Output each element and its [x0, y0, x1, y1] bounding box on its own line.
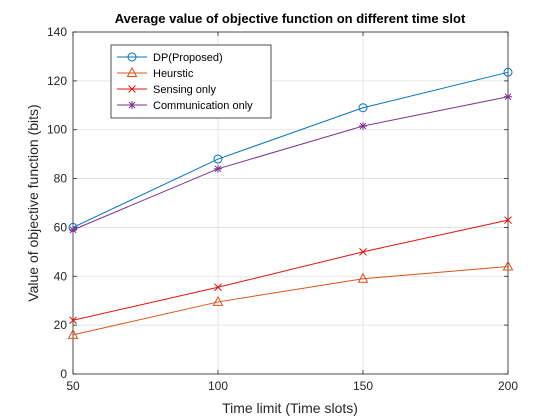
data-point — [359, 122, 367, 131]
y-tick-label: 20 — [54, 318, 68, 332]
star-marker-stroke — [504, 93, 512, 101]
x-tick-label: 150 — [353, 379, 373, 393]
star-marker-stroke — [69, 226, 77, 234]
tick-marks — [72, 31, 509, 375]
legend-marker — [127, 52, 137, 62]
legend-label: Sensing only — [153, 84, 216, 96]
circle-marker-shape — [503, 67, 513, 77]
legend-label: Communication only — [153, 100, 253, 112]
series-line — [72, 71, 509, 228]
x-tick-label: 50 — [66, 379, 80, 393]
y-tick-label: 0 — [60, 367, 67, 381]
triangle-marker-shape — [126, 66, 138, 77]
circle-marker-shape — [127, 52, 137, 62]
data-point — [214, 164, 222, 173]
data-point — [69, 225, 77, 234]
series-2 — [69, 216, 512, 325]
star-marker-stroke — [359, 122, 367, 130]
data-point — [359, 248, 367, 256]
data-point — [504, 216, 512, 224]
data-point — [502, 260, 514, 271]
data-point — [212, 295, 224, 306]
data-point — [358, 103, 368, 113]
y-tick-label: 120 — [47, 74, 67, 88]
y-tick-label: 100 — [47, 123, 67, 137]
y-axis-label: Value of objective function (bits) — [25, 104, 41, 301]
data-point — [357, 272, 369, 283]
y-tick-label: 140 — [47, 25, 67, 39]
legend-marker — [128, 101, 136, 109]
series-3 — [69, 92, 512, 234]
triangle-marker-shape — [67, 328, 79, 339]
series-line — [72, 219, 509, 321]
x-marker-stroke — [214, 283, 222, 292]
legend-entry: Communication only — [117, 100, 253, 112]
x-marker-stroke — [69, 316, 77, 325]
legend-entry: Sensing only — [117, 84, 216, 96]
triangle-marker-shape — [212, 295, 224, 306]
legend-marker — [126, 66, 138, 77]
chart-title: Average value of objective function on d… — [115, 11, 466, 26]
x-tick-labels: 50 100 150 200 — [66, 379, 518, 393]
triangle-marker-shape — [357, 272, 369, 283]
x-axis-label: Time limit (Time slots) — [222, 400, 358, 416]
data-point — [214, 283, 222, 292]
x-tick-label: 100 — [208, 379, 228, 393]
data-point — [213, 154, 223, 164]
series-line — [72, 266, 509, 336]
x-marker-stroke — [128, 85, 136, 93]
legend-marker — [128, 85, 136, 93]
data-point — [503, 67, 513, 77]
axes-box — [72, 31, 509, 375]
triangle-marker-shape — [502, 260, 514, 271]
y-tick-labels: 0 20 40 60 80 100 120 140 — [47, 25, 67, 381]
y-tick-label: 80 — [54, 172, 68, 186]
legend: DP(Proposed) Heurstic Sensing only Communic… — [110, 44, 272, 119]
circle-marker-shape — [358, 103, 368, 113]
data-point — [69, 316, 77, 325]
x-marker-stroke — [359, 248, 367, 256]
x-marker-stroke — [504, 216, 512, 224]
data-point — [67, 328, 79, 339]
star-marker-stroke — [214, 165, 222, 173]
legend-label: Heurstic — [153, 68, 194, 80]
circle-marker-shape — [213, 154, 223, 164]
data-point — [504, 92, 512, 101]
series-line — [72, 96, 509, 231]
x-tick-label: 200 — [498, 379, 518, 393]
legend-entry: Heurstic — [117, 66, 194, 80]
series-1 — [67, 260, 514, 339]
series-layer — [67, 67, 514, 339]
legend-entry: DP(Proposed) — [117, 52, 223, 64]
legend-label: DP(Proposed) — [153, 52, 223, 64]
y-tick-label: 40 — [54, 269, 68, 283]
star-marker-stroke — [128, 101, 136, 109]
y-tick-label: 60 — [54, 220, 68, 234]
